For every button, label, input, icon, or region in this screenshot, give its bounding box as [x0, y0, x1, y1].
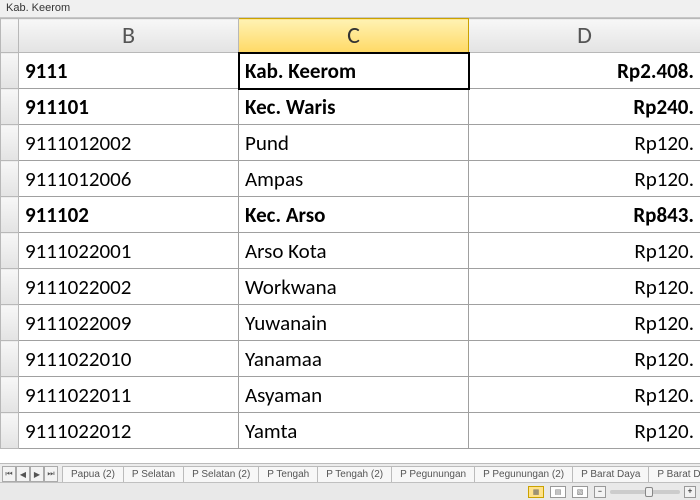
sheet-tab[interactable]: P Barat Daya: [572, 466, 649, 482]
cell-C[interactable]: Arso Kota: [239, 233, 469, 269]
table-row: 9111012006AmpasRp120.: [1, 161, 700, 197]
view-break-button[interactable]: ▧: [572, 486, 588, 498]
cell-B[interactable]: 9111022009: [19, 305, 239, 341]
cell-D[interactable]: Rp120.: [469, 125, 700, 161]
select-all-corner[interactable]: [1, 19, 19, 53]
sheet-tab[interactable]: P Pegunungan: [391, 466, 475, 482]
column-header-D[interactable]: D: [469, 19, 700, 53]
view-layout-button[interactable]: ▤: [550, 486, 566, 498]
tab-nav: ⏮ ◀ ▶ ⏭: [0, 466, 58, 482]
table-row: 9111022011AsyamanRp120.: [1, 377, 700, 413]
cell-C[interactable]: Workwana: [239, 269, 469, 305]
cell-B[interactable]: 9111012002: [19, 125, 239, 161]
table-row: 911101Kec. WarisRp240.: [1, 89, 700, 125]
cell-B[interactable]: 911101: [19, 89, 239, 125]
row-header[interactable]: [1, 197, 19, 233]
sheet-tab[interactable]: P Tengah (2): [317, 466, 392, 482]
table-row: 9111Kab. KeeromRp2.408.: [1, 53, 700, 89]
tab-nav-first[interactable]: ⏮: [2, 466, 16, 482]
row-header[interactable]: [1, 269, 19, 305]
table-row: 9111022012YamtaRp120.: [1, 413, 700, 449]
status-bar: ▦ ▤ ▧ − +: [0, 482, 700, 500]
column-header-row: B C D: [1, 19, 700, 53]
cell-B[interactable]: 9111022002: [19, 269, 239, 305]
cell-C[interactable]: Kab. Keerom: [239, 53, 469, 89]
sheet-tabs-bar: ⏮ ◀ ▶ ⏭ Papua (2)P SelatanP Selatan (2)P…: [0, 463, 700, 482]
cell-C[interactable]: Yuwanain: [239, 305, 469, 341]
cell-D[interactable]: Rp120.: [469, 161, 700, 197]
cell-C[interactable]: Yanamaa: [239, 341, 469, 377]
cell-B[interactable]: 9111022011: [19, 377, 239, 413]
table-row: 9111022002WorkwanaRp120.: [1, 269, 700, 305]
tab-nav-last[interactable]: ⏭: [44, 466, 58, 482]
cell-C[interactable]: Kec. Waris: [239, 89, 469, 125]
spreadsheet-grid[interactable]: B C D 9111Kab. KeeromRp2.408.911101Kec. …: [0, 18, 700, 463]
sheet-tab[interactable]: P Tengah: [258, 466, 318, 482]
cell-D[interactable]: Rp843.: [469, 197, 700, 233]
cell-D[interactable]: Rp120.: [469, 341, 700, 377]
tab-nav-next[interactable]: ▶: [30, 466, 44, 482]
sheet-tab[interactable]: P Barat Daya (2): [648, 466, 700, 482]
row-header[interactable]: [1, 377, 19, 413]
column-header-C[interactable]: C: [239, 19, 469, 53]
table-row: 9111022009YuwanainRp120.: [1, 305, 700, 341]
cell-B[interactable]: 9111022001: [19, 233, 239, 269]
cell-D[interactable]: Rp120.: [469, 233, 700, 269]
cell-D[interactable]: Rp2.408.: [469, 53, 700, 89]
table-row: 911102Kec. ArsoRp843.: [1, 197, 700, 233]
cell-C[interactable]: Asyaman: [239, 377, 469, 413]
zoom-out-button[interactable]: −: [594, 486, 606, 498]
sheet-tab[interactable]: P Selatan: [123, 466, 184, 482]
row-header[interactable]: [1, 341, 19, 377]
table-row: 9111012002PundRp120.: [1, 125, 700, 161]
sheet-tabs: Papua (2)P SelatanP Selatan (2)P TengahP…: [58, 466, 700, 482]
sheet-tab[interactable]: P Pegunungan (2): [474, 466, 573, 482]
table-row: 9111022001Arso KotaRp120.: [1, 233, 700, 269]
formula-bar-value: Kab. Keerom: [6, 2, 70, 14]
cell-D[interactable]: Rp240.: [469, 89, 700, 125]
cell-D[interactable]: Rp120.: [469, 305, 700, 341]
zoom-slider[interactable]: [610, 490, 680, 494]
cell-C[interactable]: Pund: [239, 125, 469, 161]
cell-B[interactable]: 911102: [19, 197, 239, 233]
cell-B[interactable]: 9111022010: [19, 341, 239, 377]
cell-C[interactable]: Kec. Arso: [239, 197, 469, 233]
row-header[interactable]: [1, 305, 19, 341]
sheet-tab[interactable]: P Selatan (2): [183, 466, 259, 482]
row-header[interactable]: [1, 125, 19, 161]
zoom-control: − +: [594, 486, 696, 498]
column-header-B[interactable]: B: [19, 19, 239, 53]
cell-B[interactable]: 9111012006: [19, 161, 239, 197]
tab-nav-prev[interactable]: ◀: [16, 466, 30, 482]
cell-C[interactable]: Yamta: [239, 413, 469, 449]
cell-D[interactable]: Rp120.: [469, 377, 700, 413]
row-header[interactable]: [1, 413, 19, 449]
cell-D[interactable]: Rp120.: [469, 413, 700, 449]
cell-D[interactable]: Rp120.: [469, 269, 700, 305]
view-normal-button[interactable]: ▦: [528, 486, 544, 498]
cell-B[interactable]: 9111022012: [19, 413, 239, 449]
row-header[interactable]: [1, 89, 19, 125]
cell-C[interactable]: Ampas: [239, 161, 469, 197]
cell-B[interactable]: 9111: [19, 53, 239, 89]
row-header[interactable]: [1, 233, 19, 269]
formula-bar[interactable]: Kab. Keerom: [0, 0, 700, 18]
table-row: 9111022010YanamaaRp120.: [1, 341, 700, 377]
zoom-thumb[interactable]: [645, 487, 653, 497]
row-header[interactable]: [1, 161, 19, 197]
zoom-in-button[interactable]: +: [684, 486, 696, 498]
row-header[interactable]: [1, 53, 19, 89]
sheet-tab[interactable]: Papua (2): [62, 466, 124, 482]
